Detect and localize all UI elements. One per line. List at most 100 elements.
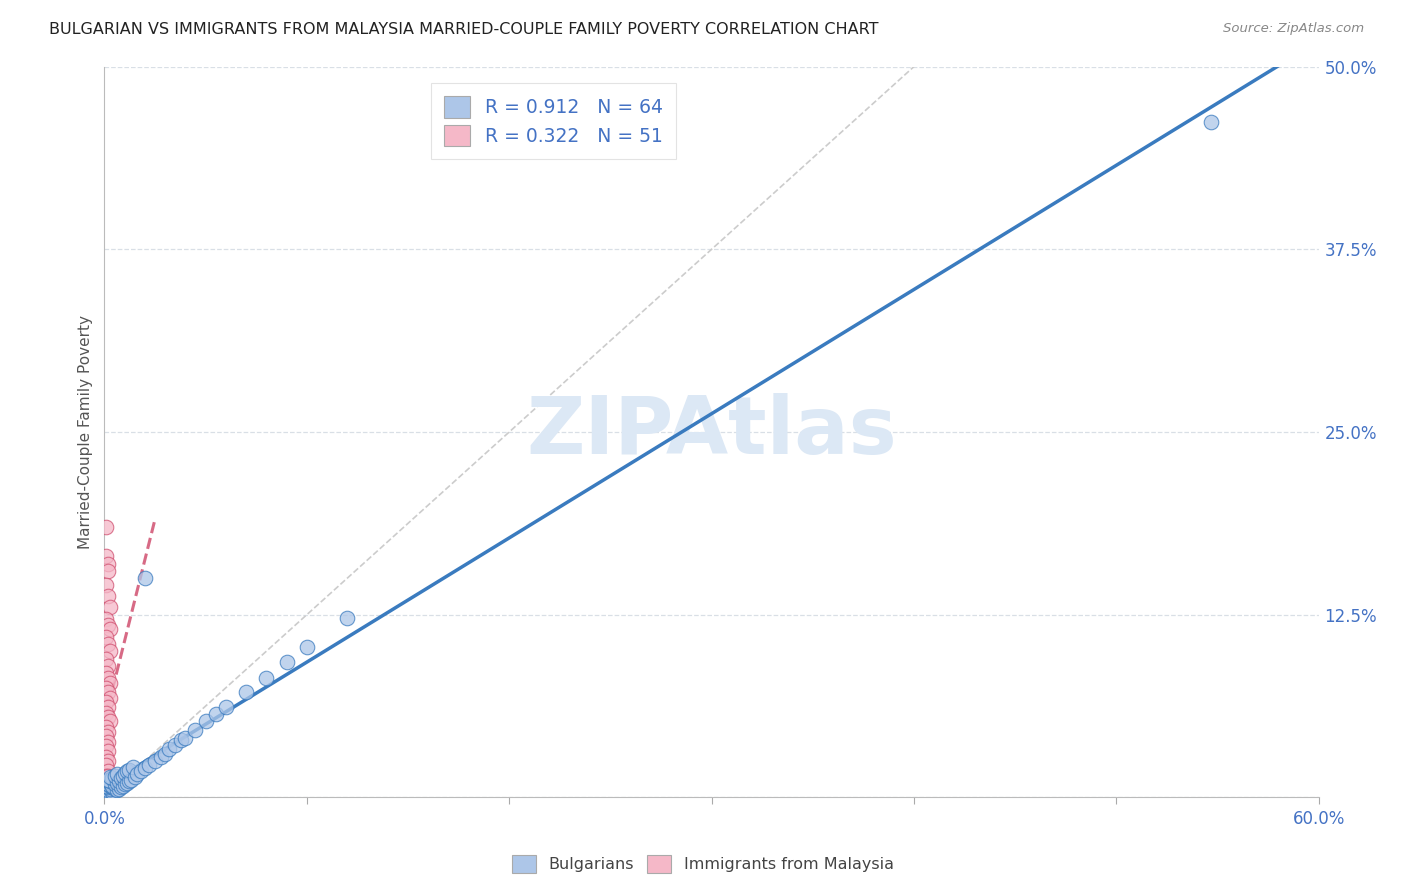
Point bbox=[165, 738, 187, 752]
Point bbox=[100, 784, 122, 798]
Point bbox=[97, 589, 120, 603]
Point bbox=[336, 610, 359, 624]
Point bbox=[150, 749, 173, 764]
Point bbox=[100, 623, 122, 637]
Point bbox=[97, 783, 120, 797]
Point bbox=[96, 779, 118, 793]
Point bbox=[103, 768, 125, 782]
Point bbox=[97, 764, 120, 778]
Point bbox=[96, 666, 118, 681]
Point bbox=[110, 772, 132, 786]
Point bbox=[111, 768, 134, 782]
Point bbox=[100, 781, 122, 796]
Point bbox=[254, 671, 277, 685]
Point bbox=[97, 777, 120, 791]
Legend: R = 0.912   N = 64, R = 0.322   N = 51: R = 0.912 N = 64, R = 0.322 N = 51 bbox=[432, 83, 676, 160]
Point bbox=[96, 758, 118, 772]
Point bbox=[105, 767, 128, 781]
Point bbox=[97, 768, 120, 782]
Y-axis label: Married-Couple Family Poverty: Married-Couple Family Poverty bbox=[79, 315, 93, 549]
Point bbox=[96, 789, 118, 803]
Point bbox=[96, 786, 118, 800]
Point bbox=[97, 772, 120, 787]
Point bbox=[110, 780, 132, 795]
Point bbox=[96, 681, 118, 695]
Point bbox=[97, 735, 120, 749]
Point bbox=[97, 788, 120, 802]
Point bbox=[143, 754, 166, 768]
Point bbox=[97, 786, 120, 800]
Point bbox=[1201, 115, 1223, 129]
Text: ZIPAtlas: ZIPAtlas bbox=[526, 393, 897, 471]
Point bbox=[100, 714, 122, 729]
Point bbox=[111, 779, 134, 793]
Point bbox=[97, 618, 120, 632]
Point bbox=[295, 640, 318, 654]
Point bbox=[134, 571, 156, 585]
Point bbox=[97, 557, 120, 571]
Point bbox=[100, 770, 122, 784]
Point bbox=[97, 780, 120, 795]
Point bbox=[100, 691, 122, 706]
Point bbox=[96, 781, 118, 796]
Point bbox=[96, 776, 118, 790]
Point bbox=[138, 758, 160, 772]
Point bbox=[96, 612, 118, 626]
Point bbox=[97, 779, 120, 793]
Point bbox=[118, 774, 141, 789]
Point bbox=[153, 747, 176, 761]
Point bbox=[96, 578, 118, 592]
Point bbox=[97, 659, 120, 673]
Point bbox=[134, 761, 156, 775]
Point bbox=[97, 784, 120, 798]
Point bbox=[97, 699, 120, 714]
Point bbox=[97, 724, 120, 739]
Point bbox=[194, 714, 217, 729]
Text: Source: ZipAtlas.com: Source: ZipAtlas.com bbox=[1223, 22, 1364, 36]
Point bbox=[100, 776, 122, 790]
Point bbox=[100, 600, 122, 615]
Text: BULGARIAN VS IMMIGRANTS FROM MALAYSIA MARRIED-COUPLE FAMILY POVERTY CORRELATION : BULGARIAN VS IMMIGRANTS FROM MALAYSIA MA… bbox=[49, 22, 879, 37]
Point bbox=[97, 564, 120, 578]
Point bbox=[235, 685, 257, 699]
Point bbox=[276, 655, 298, 669]
Point bbox=[97, 783, 120, 797]
Point bbox=[97, 779, 120, 793]
Point bbox=[96, 739, 118, 754]
Point bbox=[96, 788, 118, 802]
Point bbox=[96, 695, 118, 709]
Point bbox=[101, 779, 124, 793]
Point bbox=[96, 749, 118, 764]
Point bbox=[100, 644, 122, 658]
Point bbox=[118, 763, 141, 777]
Point bbox=[115, 776, 138, 790]
Point bbox=[97, 637, 120, 651]
Point bbox=[100, 786, 122, 800]
Point bbox=[125, 767, 148, 781]
Point bbox=[100, 774, 122, 789]
Point bbox=[97, 710, 120, 724]
Legend: Bulgarians, Immigrants from Malaysia: Bulgarians, Immigrants from Malaysia bbox=[506, 848, 900, 880]
Point bbox=[96, 786, 118, 800]
Point bbox=[100, 789, 122, 803]
Point bbox=[96, 630, 118, 644]
Point bbox=[124, 770, 146, 784]
Point bbox=[115, 764, 138, 778]
Point bbox=[100, 779, 122, 793]
Point bbox=[103, 781, 125, 796]
Point bbox=[184, 723, 207, 738]
Point bbox=[174, 731, 197, 745]
Point bbox=[101, 772, 124, 786]
Point bbox=[96, 789, 118, 803]
Point bbox=[170, 733, 193, 747]
Point bbox=[96, 768, 118, 782]
Point bbox=[97, 788, 120, 802]
Point bbox=[105, 783, 128, 797]
Point bbox=[96, 706, 118, 720]
Point bbox=[121, 760, 143, 774]
Point bbox=[97, 772, 120, 787]
Point bbox=[114, 765, 136, 780]
Point bbox=[103, 777, 125, 791]
Point bbox=[101, 784, 124, 798]
Point bbox=[105, 776, 128, 790]
